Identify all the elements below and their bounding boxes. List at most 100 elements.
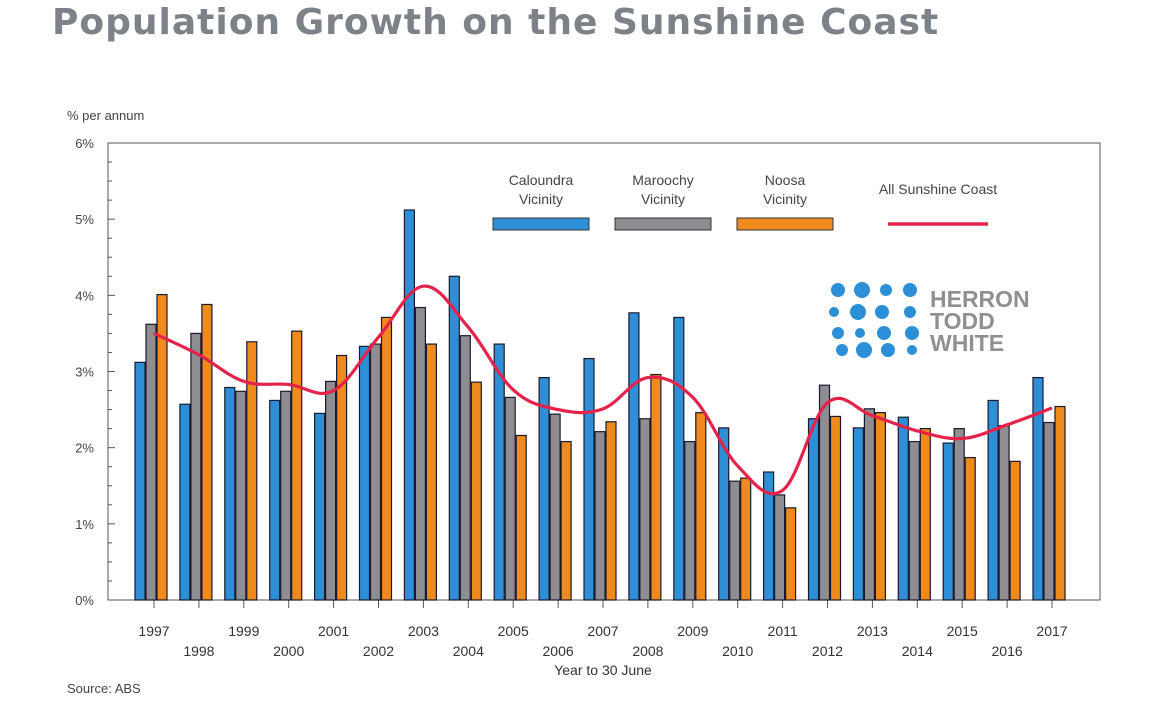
bar-caloundra-vicinity bbox=[538, 376, 550, 601]
x-tick-label: 2000 bbox=[273, 643, 304, 659]
y-tick-label: 1% bbox=[75, 517, 94, 532]
logo-dot bbox=[875, 305, 889, 319]
legend-item: Caloundra Vicinity bbox=[492, 172, 590, 231]
bar-noosa-vicinity bbox=[380, 316, 393, 601]
x-tick-label: 1998 bbox=[183, 643, 214, 659]
x-tick-label: 2004 bbox=[453, 643, 484, 659]
bar-caloundra-vicinity bbox=[269, 399, 281, 601]
x-tick-label: 2009 bbox=[677, 623, 708, 639]
bar-maroochy-vicinity bbox=[414, 306, 426, 601]
x-tick-label: 2008 bbox=[632, 643, 663, 659]
bar-maroochy-vicinity bbox=[235, 390, 247, 601]
y-tick-label: 5% bbox=[75, 212, 94, 227]
page-title: Population Growth on the Sunshine Coast bbox=[52, 2, 940, 43]
bar-maroochy-vicinity bbox=[684, 440, 696, 601]
bars bbox=[134, 209, 1066, 601]
bar-caloundra-vicinity bbox=[224, 386, 236, 601]
bar-maroochy-vicinity bbox=[773, 494, 786, 601]
legend-swatch bbox=[492, 217, 590, 231]
x-tick-label: 2005 bbox=[498, 623, 529, 639]
bar-noosa-vicinity bbox=[156, 293, 168, 601]
x-tick-label: 2002 bbox=[363, 643, 394, 659]
bar-maroochy-vicinity bbox=[729, 480, 741, 601]
bar-noosa-vicinity bbox=[336, 354, 348, 601]
legend-swatch bbox=[736, 217, 834, 231]
y-tick-label: 2% bbox=[75, 441, 94, 456]
bar-maroochy-vicinity bbox=[908, 440, 920, 601]
bar-noosa-vicinity bbox=[695, 412, 707, 601]
logo-dots-icon bbox=[829, 282, 919, 358]
bar-noosa-vicinity bbox=[470, 381, 482, 601]
legend-label: Vicinity bbox=[763, 191, 807, 207]
x-tick-label: 2001 bbox=[318, 623, 349, 639]
logo-dot bbox=[903, 283, 917, 297]
y-tick-label: 4% bbox=[75, 288, 94, 303]
x-tick-label: 2003 bbox=[408, 623, 439, 639]
bar-maroochy-vicinity bbox=[459, 335, 471, 601]
bar-maroochy-vicinity bbox=[369, 343, 382, 601]
logo-dot bbox=[855, 328, 865, 338]
legend-label: All Sunshine Coast bbox=[879, 181, 997, 197]
legend-item: All Sunshine Coast bbox=[879, 181, 997, 226]
legend-label: Vicinity bbox=[641, 191, 685, 207]
x-tick-label: 2017 bbox=[1036, 623, 1067, 639]
bar-caloundra-vicinity bbox=[314, 412, 326, 601]
bar-noosa-vicinity bbox=[1054, 405, 1066, 601]
logo-dot bbox=[880, 284, 892, 296]
logo-dot bbox=[832, 327, 844, 339]
legend-item: Maroochy Vicinity bbox=[614, 172, 712, 231]
bar-caloundra-vicinity bbox=[987, 399, 999, 601]
legend-item: Noosa Vicinity bbox=[736, 172, 834, 231]
y-tick-label: 0% bbox=[75, 593, 94, 608]
bar-caloundra-vicinity bbox=[1032, 376, 1044, 601]
x-axis: 1997 1998 1999 2000 2001 2002 2003 2004 2005 2006… bbox=[138, 600, 1068, 659]
bar-noosa-vicinity bbox=[919, 428, 931, 601]
logo-dot bbox=[836, 344, 848, 356]
bar-noosa-vicinity bbox=[874, 412, 887, 601]
bar-caloundra-vicinity bbox=[493, 343, 505, 601]
bar-caloundra-vicinity bbox=[403, 209, 415, 601]
legend-swatch bbox=[614, 217, 712, 231]
logo-dot bbox=[877, 326, 891, 340]
x-tick-label: 2014 bbox=[902, 643, 933, 659]
bar-caloundra-vicinity bbox=[718, 427, 730, 601]
bar-noosa-vicinity bbox=[650, 373, 662, 601]
bar-maroochy-vicinity bbox=[190, 332, 202, 601]
bar-maroochy-vicinity bbox=[594, 431, 606, 601]
logo-dot bbox=[905, 326, 919, 340]
x-tick-label: 1997 bbox=[138, 623, 169, 639]
logo-line3: WHITE bbox=[930, 330, 1004, 356]
logo-dot bbox=[907, 345, 917, 355]
logo-dot bbox=[854, 282, 870, 298]
x-tick-label: 2006 bbox=[543, 643, 574, 659]
bar-caloundra-vicinity bbox=[897, 416, 909, 601]
logo-dot bbox=[829, 307, 839, 317]
bar-maroochy-vicinity bbox=[818, 384, 831, 601]
bar-caloundra-vicinity bbox=[179, 403, 191, 601]
y-axis-label: % per annum bbox=[67, 108, 144, 123]
logo-line1: HERRON bbox=[930, 286, 1030, 312]
legend-label: Vicinity bbox=[519, 191, 563, 207]
bar-noosa-vicinity bbox=[560, 440, 572, 601]
logo-dot bbox=[850, 304, 866, 320]
bar-caloundra-vicinity bbox=[583, 357, 595, 601]
logo-dot bbox=[831, 283, 845, 297]
all-sunshine-coast-line bbox=[153, 284, 1053, 496]
logo-dot bbox=[904, 306, 916, 318]
y-axis: 0% 1% 2% 3% 4% 5% 6% bbox=[75, 136, 115, 608]
x-axis-label: Year to 30 June bbox=[554, 662, 652, 678]
x-tick-label: 2011 bbox=[768, 623, 798, 639]
legend-label: Caloundra bbox=[509, 172, 574, 188]
x-tick-label: 2010 bbox=[722, 643, 753, 659]
logo-line2: TODD bbox=[930, 308, 995, 334]
bar-noosa-vicinity bbox=[784, 507, 797, 601]
logo-dot bbox=[856, 342, 872, 358]
x-tick-label: 2013 bbox=[857, 623, 888, 639]
x-tick-label: 2016 bbox=[992, 643, 1023, 659]
legend-label: Noosa bbox=[765, 172, 806, 188]
bar-caloundra-vicinity bbox=[852, 427, 865, 601]
bar-caloundra-vicinity bbox=[448, 275, 460, 601]
line-series bbox=[153, 284, 1053, 496]
bar-caloundra-vicinity bbox=[807, 418, 820, 601]
bar-maroochy-vicinity bbox=[998, 424, 1010, 601]
